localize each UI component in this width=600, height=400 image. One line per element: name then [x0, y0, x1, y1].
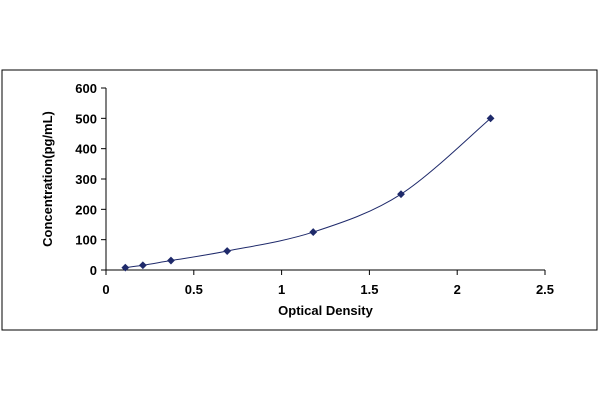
chart-outer-border [1, 69, 598, 331]
y-tick-label: 0 [90, 263, 97, 278]
x-tick-label: 0 [102, 282, 109, 297]
y-tick-label: 600 [75, 81, 97, 96]
data-point [397, 190, 405, 199]
data-points [121, 114, 495, 272]
y-tick-label: 300 [75, 172, 97, 187]
y-axis-title: Concentration(pg/mL) [40, 111, 55, 247]
x-tick-label: 0.5 [185, 282, 203, 297]
x-tick-label: 2 [454, 282, 461, 297]
data-point [167, 256, 175, 265]
x-tick-label: 1 [278, 282, 285, 297]
plot-area: 0 100 200 300 400 500 600 0 0.5 1 1.5 2 2.5 [75, 81, 554, 297]
y-tick-label: 200 [75, 202, 97, 217]
data-point [486, 114, 495, 123]
y-tick-label: 100 [75, 233, 97, 248]
x-axis-ticks: 0 0.5 1 1.5 2 2.5 [102, 270, 554, 297]
y-tick-label: 400 [75, 142, 97, 157]
y-axis-ticks: 0 100 200 300 400 500 600 [75, 81, 106, 278]
y-tick-label: 500 [75, 111, 97, 126]
data-point [138, 261, 147, 270]
x-axis-title: Optical Density [278, 303, 373, 318]
x-tick-label: 2.5 [536, 282, 554, 297]
x-tick-label: 1.5 [360, 282, 378, 297]
data-point [309, 228, 318, 236]
data-point [121, 263, 130, 272]
data-point [223, 247, 232, 255]
